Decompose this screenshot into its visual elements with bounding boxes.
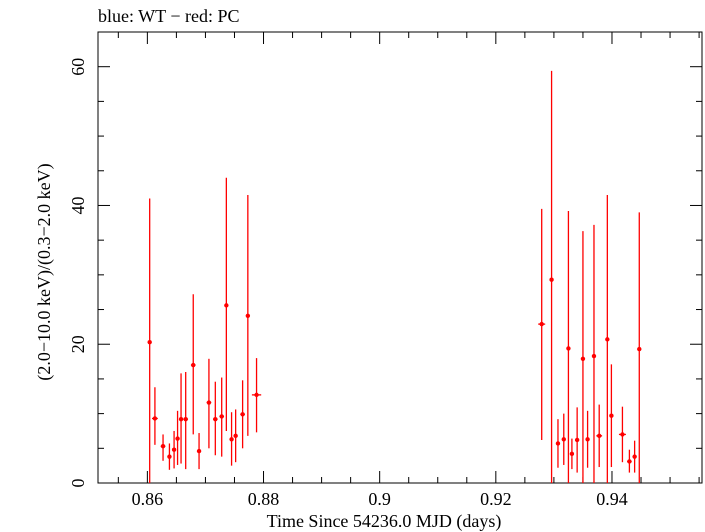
point-marker [206,400,212,405]
point-marker [219,414,224,419]
data-point [190,294,196,435]
data-point [251,358,262,433]
point-marker [627,459,632,464]
point-marker [597,433,602,439]
data-point [152,387,158,445]
data-point [618,406,626,463]
point-marker [539,321,544,327]
point-marker [240,412,245,417]
data-point [171,430,177,469]
data-point [555,419,561,468]
data-point [609,364,614,468]
point-marker [224,303,229,308]
point-marker [196,448,202,454]
data-point [574,407,580,473]
point-marker [580,356,586,362]
point-marker [632,454,637,459]
data-point [605,195,610,483]
point-marker [566,346,571,351]
point-marker [591,353,597,359]
data-point [160,434,166,461]
data-points [147,70,642,483]
data-point [632,440,637,473]
x-axis-label: Time Since 54236.0 MJD (days) [267,511,502,532]
data-point [224,177,229,431]
x-tick-label: 0.94 [596,489,628,509]
point-marker [574,437,580,443]
y-tick-label: 20 [68,335,88,353]
data-point [245,195,251,436]
data-point [538,208,546,440]
data-point [585,410,590,468]
point-marker [178,416,184,422]
data-point [591,224,597,483]
y-tick-label: 60 [68,58,88,76]
axis-ticks: 0.86 0.88 0.9 0.92 0.94 0 20 40 60 [68,32,702,509]
point-marker [233,433,238,439]
data-point [566,211,571,483]
plot-frame [97,31,703,484]
data-point [147,198,152,483]
chart-title: blue: WT − red: PC [98,6,239,26]
data-point [206,358,212,449]
y-tick-label: 0 [68,479,88,488]
x-tick-label: 0.86 [132,489,164,509]
data-point [637,212,642,483]
data-point [569,438,575,470]
point-marker [561,437,566,442]
data-point [240,380,245,449]
point-marker [152,416,158,421]
data-point [627,449,632,473]
y-axis-label: (2.0−10.0 keV)/(0.3−2.0 keV) [34,163,55,380]
point-marker [569,451,575,457]
data-point [219,377,225,457]
point-marker [620,432,625,437]
point-marker [167,454,172,459]
point-marker [254,392,259,398]
point-marker [245,313,251,318]
point-marker [160,444,166,449]
point-marker [609,413,614,418]
x-tick-label: 0.92 [480,489,512,509]
point-marker [229,437,234,442]
data-point [196,433,202,470]
point-marker [191,362,196,368]
point-marker [147,339,152,345]
point-marker [171,447,177,452]
data-point [561,413,566,465]
data-point [183,371,189,470]
point-marker [175,436,180,441]
data-point [178,373,184,464]
x-tick-label: 0.88 [248,489,280,509]
point-marker [213,416,218,422]
data-point [175,410,180,465]
point-marker [605,337,610,342]
data-point [549,70,554,483]
y-tick-label: 40 [68,196,88,214]
data-point [212,381,218,456]
data-point [167,443,172,470]
point-marker [183,416,188,422]
point-marker [585,437,590,442]
data-point [580,231,586,483]
data-point [229,412,234,466]
x-tick-label: 0.9 [368,489,391,509]
point-marker [549,277,554,282]
data-point [233,409,238,463]
point-marker [637,346,642,352]
point-marker [555,441,561,446]
data-point [596,404,603,468]
